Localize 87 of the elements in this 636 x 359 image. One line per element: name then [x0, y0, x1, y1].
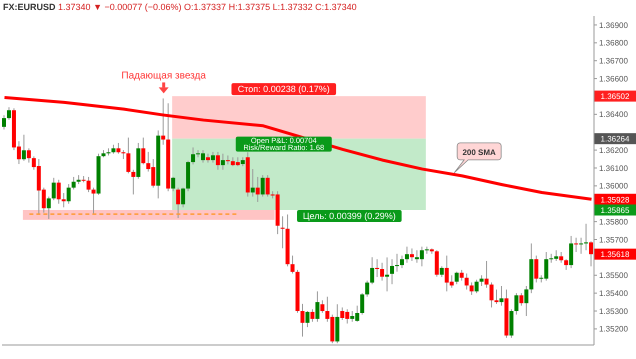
candlestick: [434, 250, 439, 278]
candlestick: [141, 137, 146, 165]
candlestick: [216, 151, 220, 170]
candlestick: [474, 279, 479, 294]
y-tick-label: 1.36700: [599, 56, 628, 66]
annotation: Падающая звезда: [121, 70, 206, 82]
candlestick: [176, 187, 180, 219]
y-tick-label: 1.35400: [599, 288, 628, 298]
y-tick-label: 1.36400: [599, 110, 628, 120]
candlestick: [310, 308, 314, 322]
candlestick: [564, 258, 568, 270]
candlestick: [370, 256, 374, 285]
candlestick: [126, 137, 130, 174]
candlestick: [440, 266, 444, 278]
candlestick: [410, 248, 414, 262]
candlestick: [375, 258, 380, 278]
candlestick: [464, 272, 469, 290]
y-tick-label: 1.35700: [599, 235, 628, 244]
candlestick: [280, 216, 285, 249]
candlestick: [266, 174, 270, 198]
candlestick: [22, 134, 26, 162]
candlestick: [66, 184, 71, 204]
candlestick: [534, 255, 538, 283]
text: 1.35865: [600, 206, 630, 216]
text: 1.36264: [600, 134, 630, 144]
candlestick: [72, 176, 76, 190]
y-tick-label: 1.35800: [599, 217, 628, 226]
text: 200 SMA: [462, 148, 496, 157]
band-label: Стоп: 0.00238 (0.17%): [238, 84, 330, 94]
candlestick: [315, 290, 320, 322]
band-label: Цель: 0.00399 (0.29%): [302, 211, 396, 222]
candlestick: [524, 285, 528, 317]
candlestick: [46, 196, 51, 220]
candlestick: [365, 280, 370, 298]
chart-subtitle: 1.37340 ▼ −0.00077 (−0.06%) O:1.37337 H:1.37375 L:1.37332 C:1.37340: [58, 2, 357, 12]
candlestick: [514, 292, 518, 316]
candlestick: [480, 274, 484, 286]
candlestick: [320, 300, 324, 314]
y-tick-label: 1.36600: [599, 74, 628, 84]
y-tick-label: 1.35300: [599, 306, 628, 316]
candlestick: [26, 148, 31, 164]
text: 1.36502: [600, 92, 630, 102]
candlestick: [290, 255, 295, 274]
candlestick: [454, 271, 459, 285]
candlestick: [2, 114, 6, 130]
candlestick: [56, 179, 61, 204]
candlestick: [499, 285, 504, 306]
candlestick: [131, 169, 136, 195]
candlestick: [390, 258, 394, 285]
candlestick: [519, 292, 524, 306]
y-tick-label: 1.36900: [599, 20, 628, 30]
candlestick: [300, 303, 304, 338]
candlestick: [579, 237, 584, 254]
candlestick: [250, 168, 255, 198]
candlestick: [574, 237, 578, 253]
y-tick-label: 1.36800: [599, 38, 628, 48]
candlestick: [210, 151, 215, 164]
candlestick: [470, 282, 474, 296]
candlestick: [181, 187, 186, 208]
candlestick: [52, 177, 56, 201]
candlestick: [305, 310, 310, 328]
line-series: [2, 96, 594, 201]
y-tick-label: 1.36200: [599, 146, 628, 155]
y-tick-label: 1.35200: [599, 324, 628, 334]
candlestick: [584, 223, 588, 251]
candlestick: [385, 256, 390, 292]
candlestick: [360, 292, 364, 316]
candlestick: [171, 176, 176, 192]
y-tick-label: 1.36100: [599, 164, 628, 173]
candlestick: [490, 282, 494, 308]
candlestick: [460, 269, 464, 282]
candlestick: [220, 153, 225, 170]
text: 1.35928: [600, 195, 630, 204]
candlestick: [6, 106, 11, 120]
candlestick: [484, 260, 489, 288]
chart-title: FX:EURUSD: [3, 2, 56, 12]
text: 1.35618: [600, 250, 630, 260]
candlestick: [92, 187, 96, 215]
y-tick-label: 1.35500: [599, 271, 628, 280]
y-tick-label: 1.36000: [599, 182, 628, 191]
candlestick: [380, 262, 384, 282]
candlestick: [569, 235, 574, 269]
candlestick: [256, 176, 260, 202]
candlestick: [395, 253, 400, 272]
candlestick: [400, 255, 404, 269]
candlestick: [404, 246, 409, 264]
candlestick: [260, 174, 265, 198]
